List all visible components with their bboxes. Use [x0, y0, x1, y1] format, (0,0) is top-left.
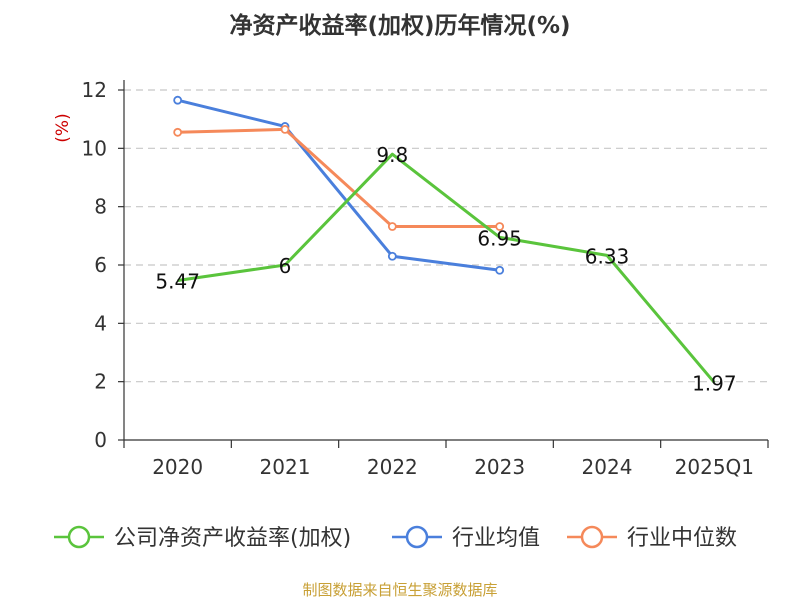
y-tick-label: 8	[94, 195, 107, 219]
y-tick-label: 0	[94, 428, 107, 452]
y-tick-label: 2	[94, 370, 107, 394]
axes: 0 2 4 6 8 10 12 2020 2021 2022 2023 2024 2025Q1	[82, 78, 769, 479]
y-tick-label: 12	[82, 78, 107, 102]
y-tick-label: 10	[82, 136, 107, 160]
legend-label: 行业中位数	[627, 526, 737, 551]
data-label: 6.95	[477, 226, 522, 250]
grid-lines	[124, 89, 768, 383]
legend-marker	[580, 525, 604, 549]
series-line	[177, 98, 500, 272]
data-point	[173, 95, 183, 105]
data-point	[280, 124, 290, 134]
data-point	[495, 265, 505, 275]
data-point	[495, 222, 505, 231]
data-point	[387, 251, 397, 261]
series-line	[177, 127, 500, 228]
data-point	[173, 127, 183, 137]
y-tick-label: 6	[94, 253, 107, 277]
x-tick-label: 2020	[152, 455, 203, 479]
x-tick-label: 2021	[260, 455, 311, 479]
y-axis-label: (%)	[53, 113, 73, 142]
legend-label: 公司净资产收益率(加权)	[114, 526, 351, 551]
x-tick-label: 2023	[474, 455, 525, 479]
x-tick-label: 2025Q1	[675, 455, 754, 479]
legend-marker	[67, 525, 91, 549]
data-label: 6.33	[585, 244, 630, 268]
chart-title: 净资产收益率(加权)历年情况(%)	[229, 13, 571, 39]
data-labels: 5.47 6 9.8 6.95 6.33 1.97	[155, 143, 736, 395]
data-point	[387, 222, 397, 231]
x-tick-label: 2022	[367, 455, 418, 479]
data-label: 6	[279, 254, 292, 278]
data-label: 1.97	[692, 372, 737, 396]
x-tick-label: 2024	[582, 455, 633, 479]
data-label: 5.47	[155, 269, 200, 293]
series-lines	[173, 95, 716, 384]
series-line	[177, 152, 716, 384]
y-tick-label: 4	[94, 311, 107, 335]
data-source-note: 制图数据来自恒生聚源数据库	[302, 581, 498, 599]
legend-marker	[405, 525, 429, 549]
legend-label: 行业均值	[452, 526, 540, 551]
data-label: 9.8	[376, 143, 408, 167]
legend: 公司净资产收益率(加权) 行业均值 行业中位数	[54, 525, 737, 551]
